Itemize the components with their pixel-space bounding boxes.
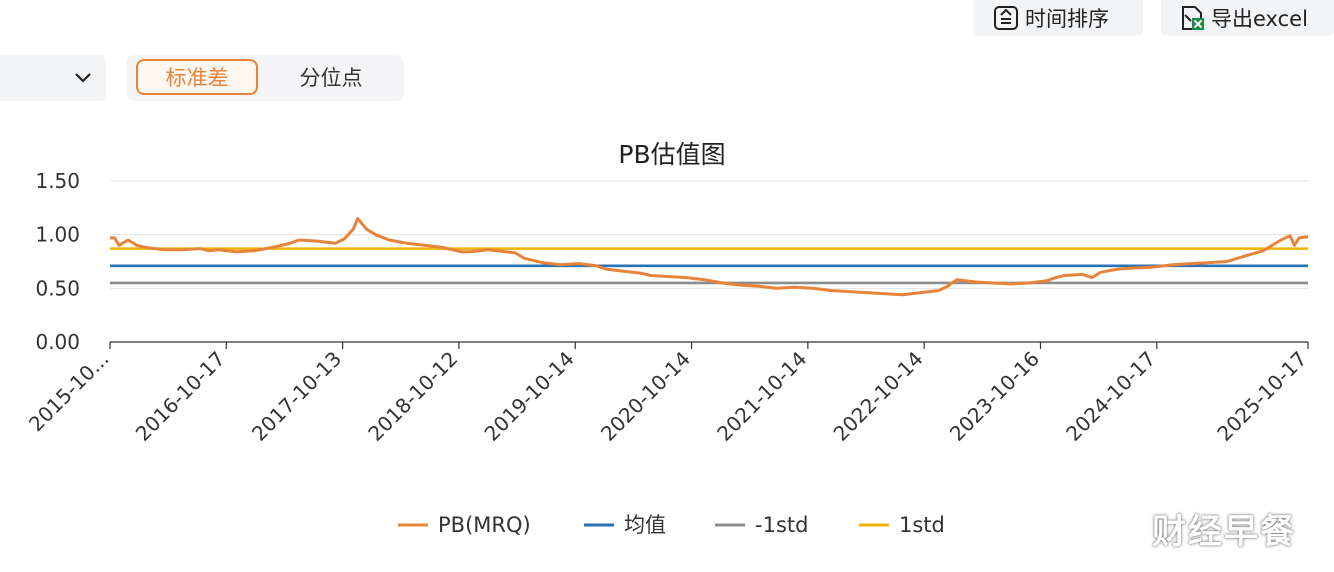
chart-title: PB估值图 [618, 140, 725, 169]
time-sort-label: 时间排序 [1025, 7, 1109, 31]
legend-item[interactable]: PB(MRQ) [398, 513, 531, 537]
legend-item[interactable]: 1std [859, 513, 945, 537]
x-tick-label: 2021-10-14 [712, 347, 811, 446]
y-tick-label: 1.50 [35, 169, 80, 193]
reference-lines [110, 247, 1308, 285]
y-tick-label: 0.00 [35, 330, 80, 354]
x-tick-label: 2020-10-14 [596, 347, 695, 446]
x-tick-label: 2023-10-16 [945, 347, 1044, 446]
legend-label: 1std [899, 513, 945, 537]
period-dropdown[interactable] [0, 55, 106, 101]
grid-lines [110, 180, 1308, 289]
x-tick-label: 2016-10-17 [131, 347, 230, 446]
time-sort-button[interactable]: 时间排序 [973, 0, 1143, 36]
x-tick-label: 2019-10-14 [480, 347, 579, 446]
export-excel-label: 导出excel [1211, 7, 1308, 31]
watermark-text: 财经早餐 [1152, 512, 1296, 552]
x-tick-label: 2024-10-17 [1061, 347, 1160, 446]
pb-mrq-line [110, 217, 1309, 297]
legend-label: PB(MRQ) [438, 513, 531, 537]
chevron-down-icon [75, 73, 91, 83]
x-tick-label: 2018-10-12 [363, 347, 462, 446]
legend-label: 均值 [624, 513, 666, 537]
x-tick-label: 2022-10-14 [829, 347, 928, 446]
legend-item[interactable]: 均值 [584, 513, 666, 537]
sort-icon [994, 6, 1018, 30]
legend: PB(MRQ) 均值 -1std 1std [398, 513, 945, 537]
percentile-toggle[interactable]: 分位点 [299, 66, 363, 90]
legend-label: -1std [755, 513, 808, 537]
x-tick-label: 2015-10... [24, 347, 114, 437]
axes: 0.00 0.50 1.00 1.50 2015-10... 2016-10-17 2017… [24, 169, 1312, 446]
export-excel-button[interactable]: 导出excel [1161, 0, 1334, 36]
y-tick-label: 1.00 [35, 223, 80, 247]
y-tick-label: 0.50 [35, 276, 80, 300]
std-dev-toggle[interactable]: 标准差 [136, 59, 258, 95]
x-tick-label: 2017-10-13 [247, 347, 346, 446]
excel-icon [1182, 6, 1204, 30]
legend-item[interactable]: -1std [715, 513, 808, 537]
series-layer [110, 217, 1309, 297]
method-toggle-group: 标准差 分位点 [126, 55, 404, 101]
x-tick-label: 2025-10-17 [1212, 347, 1311, 446]
